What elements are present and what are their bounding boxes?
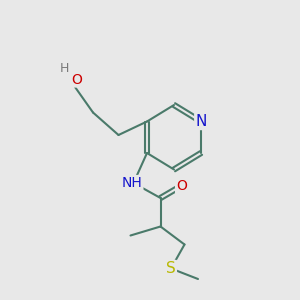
Text: O: O <box>71 73 82 86</box>
Text: S: S <box>166 261 176 276</box>
Text: O: O <box>176 179 187 193</box>
Text: NH: NH <box>122 176 142 190</box>
Text: N: N <box>195 114 207 129</box>
Text: H: H <box>60 62 69 76</box>
